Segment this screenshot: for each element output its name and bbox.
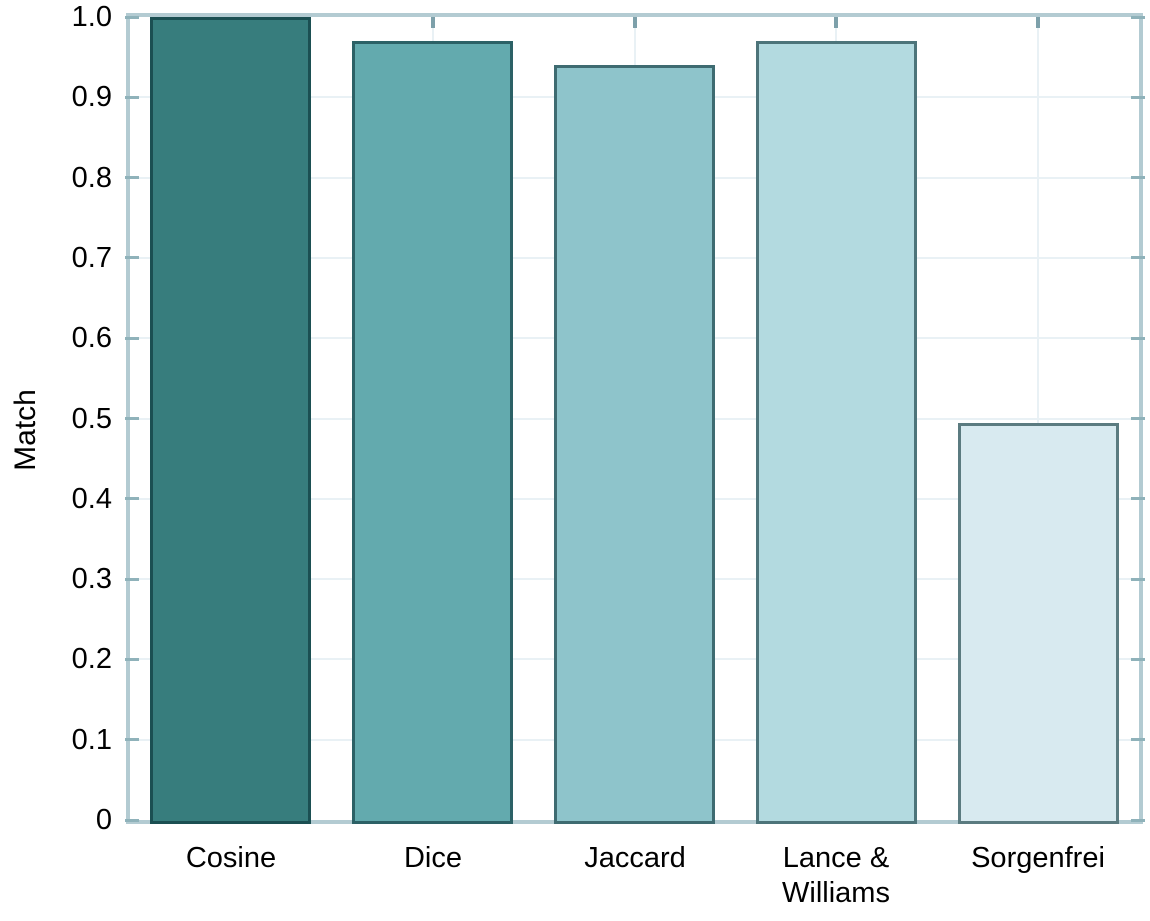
y-tick-label: 0 [95, 804, 112, 836]
x-tick-top [834, 17, 838, 28]
y-tick-right [1131, 176, 1145, 179]
y-tick-left [125, 738, 139, 741]
y-tick-right [1131, 417, 1145, 420]
y-tick-left [125, 497, 139, 500]
y-tick-right [1131, 738, 1145, 741]
v-gridline [1037, 17, 1040, 820]
x-tick-top [431, 17, 435, 28]
bar-dice [352, 41, 513, 824]
y-tick-right [1131, 658, 1145, 661]
x-tick-label: Jaccard [584, 842, 686, 874]
bar-lance-williams [756, 41, 917, 824]
x-tick-label: Dice [403, 842, 462, 874]
bar-sorgenfrei [958, 423, 1119, 824]
y-tick-left [125, 819, 139, 822]
y-tick-left [125, 176, 139, 179]
y-tick-right [1131, 578, 1145, 581]
x-tick-label: Cosine [185, 842, 277, 874]
y-tick-label: 0.2 [71, 643, 112, 675]
y-tick-left [125, 417, 139, 420]
y-tick-left [125, 337, 139, 340]
y-tick-right [1131, 497, 1145, 500]
y-tick-label: 0.5 [71, 403, 112, 435]
x-tick-top [633, 17, 637, 28]
y-tick-left [125, 256, 139, 259]
y-tick-left [125, 96, 139, 99]
y-tick-label: 0.9 [71, 81, 112, 113]
y-tick-right [1131, 16, 1145, 19]
y-tick-right [1131, 256, 1145, 259]
y-tick-label: 0.3 [71, 563, 112, 595]
y-tick-label: 0.1 [71, 724, 112, 756]
y-tick-label: 0.4 [71, 483, 112, 515]
y-tick-label: 0.8 [71, 162, 112, 194]
x-tick-label: Sorgenfrei [971, 842, 1105, 874]
x-tick-top [1036, 17, 1040, 28]
y-tick-label: 0.7 [71, 242, 112, 274]
y-tick-left [125, 658, 139, 661]
bar-jaccard [554, 65, 715, 824]
bar-cosine [150, 17, 311, 824]
y-tick-left [125, 16, 139, 19]
y-tick-label: 1.0 [71, 1, 112, 33]
y-tick-label: 0.6 [71, 322, 112, 354]
y-tick-right [1131, 337, 1145, 340]
y-tick-right [1131, 819, 1145, 822]
y-tick-right [1131, 96, 1145, 99]
y-tick-left [125, 578, 139, 581]
x-tick-label: Lance & Williams [782, 842, 890, 909]
